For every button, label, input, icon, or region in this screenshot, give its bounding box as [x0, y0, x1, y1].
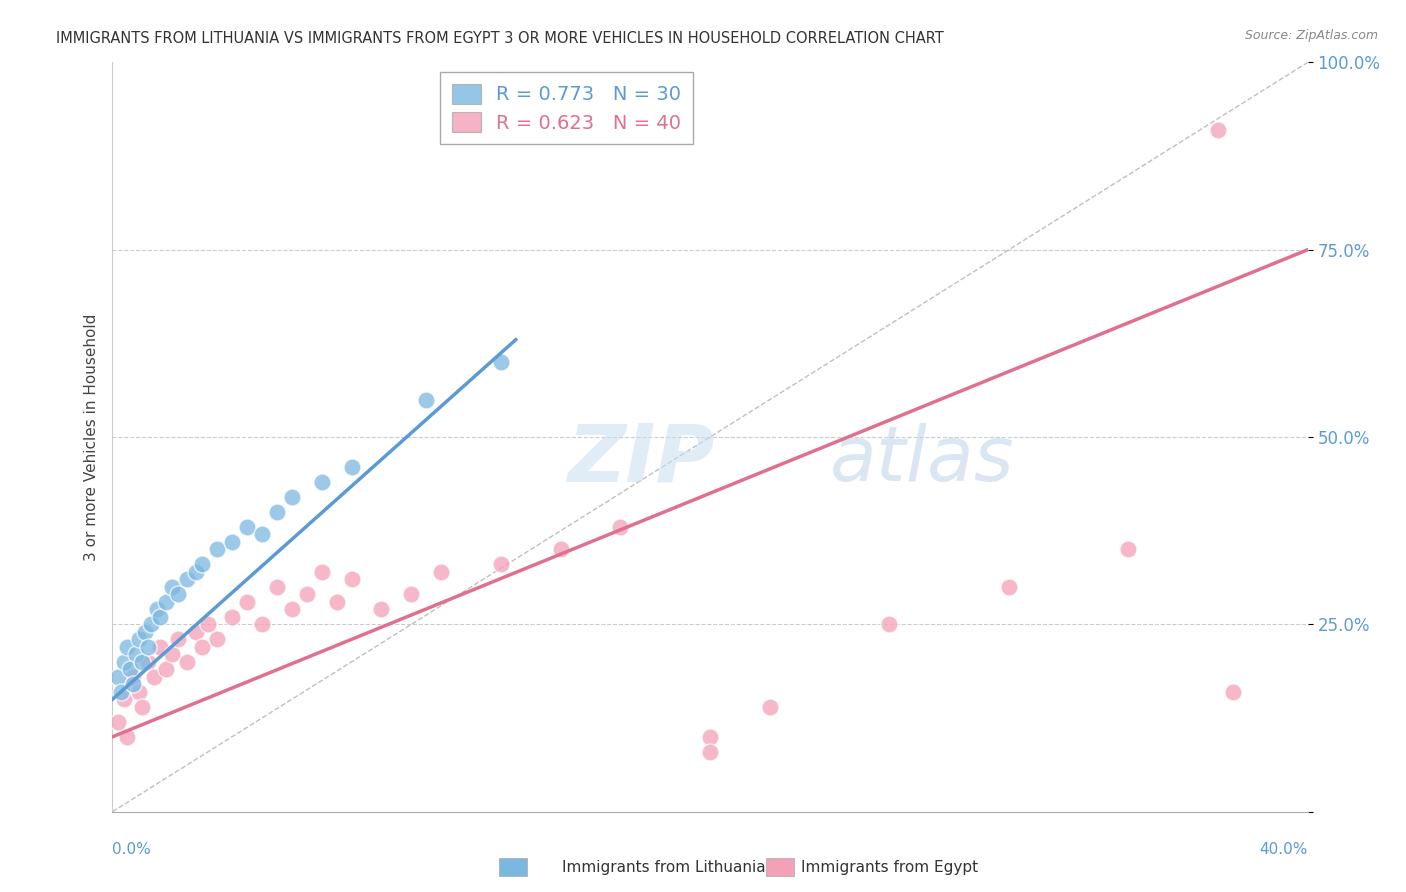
- Point: [281, 490, 304, 504]
- Point: [550, 542, 572, 557]
- Point: [125, 648, 148, 662]
- Point: [128, 685, 150, 699]
- Point: [998, 580, 1021, 594]
- Point: [162, 580, 183, 594]
- Point: [128, 632, 150, 647]
- Point: [489, 558, 512, 572]
- Point: [176, 573, 198, 587]
- Point: [107, 670, 129, 684]
- Point: [340, 573, 363, 587]
- Point: [134, 624, 156, 639]
- Point: [205, 542, 228, 557]
- Point: [1206, 123, 1229, 137]
- Point: [699, 745, 721, 759]
- Text: Immigrants from Egypt: Immigrants from Egypt: [801, 860, 979, 874]
- Text: 40.0%: 40.0%: [1260, 842, 1308, 856]
- Point: [311, 475, 333, 489]
- Point: [879, 617, 901, 632]
- Point: [221, 535, 243, 549]
- Point: [1118, 542, 1140, 557]
- Text: IMMIGRANTS FROM LITHUANIA VS IMMIGRANTS FROM EGYPT 3 OR MORE VEHICLES IN HOUSEHO: IMMIGRANTS FROM LITHUANIA VS IMMIGRANTS …: [56, 31, 943, 46]
- Point: [281, 602, 304, 616]
- Point: [236, 595, 259, 609]
- Text: 0.0%: 0.0%: [112, 842, 152, 856]
- Point: [162, 648, 183, 662]
- Point: [609, 520, 631, 534]
- Point: [191, 640, 214, 654]
- Point: [117, 640, 139, 654]
- Point: [186, 565, 208, 579]
- Point: [122, 670, 145, 684]
- Point: [167, 587, 190, 601]
- Point: [250, 617, 273, 632]
- Point: [250, 527, 273, 541]
- Point: [117, 730, 139, 744]
- Point: [138, 655, 160, 669]
- Point: [138, 640, 160, 654]
- Point: [759, 699, 782, 714]
- Point: [149, 610, 172, 624]
- Point: [266, 505, 288, 519]
- Point: [191, 558, 214, 572]
- Text: ZIP: ZIP: [567, 420, 714, 499]
- Point: [325, 595, 347, 609]
- Point: [699, 730, 721, 744]
- Text: atlas: atlas: [830, 423, 1014, 497]
- Point: [489, 355, 512, 369]
- Point: [155, 662, 177, 676]
- Point: [107, 714, 129, 729]
- Point: [236, 520, 259, 534]
- Point: [149, 640, 172, 654]
- Point: [401, 587, 423, 601]
- Point: [370, 602, 392, 616]
- Point: [155, 595, 177, 609]
- Point: [415, 392, 437, 407]
- Point: [340, 460, 363, 475]
- Point: [146, 602, 169, 616]
- Point: [186, 624, 208, 639]
- Legend: R = 0.773   N = 30, R = 0.623   N = 40: R = 0.773 N = 30, R = 0.623 N = 40: [440, 72, 693, 145]
- Point: [141, 617, 163, 632]
- Point: [221, 610, 243, 624]
- Point: [430, 565, 453, 579]
- Point: [167, 632, 190, 647]
- Point: [110, 685, 132, 699]
- Point: [114, 655, 135, 669]
- Point: [122, 677, 145, 691]
- Point: [295, 587, 318, 601]
- Point: [197, 617, 219, 632]
- Point: [311, 565, 333, 579]
- Point: [131, 699, 153, 714]
- Point: [1222, 685, 1244, 699]
- Point: [143, 670, 166, 684]
- Point: [176, 655, 198, 669]
- Point: [131, 655, 153, 669]
- Point: [114, 692, 135, 706]
- Text: Source: ZipAtlas.com: Source: ZipAtlas.com: [1244, 29, 1378, 42]
- Y-axis label: 3 or more Vehicles in Household: 3 or more Vehicles in Household: [83, 313, 98, 561]
- Point: [120, 662, 142, 676]
- Point: [266, 580, 288, 594]
- Text: Immigrants from Lithuania: Immigrants from Lithuania: [562, 860, 766, 874]
- Point: [205, 632, 228, 647]
